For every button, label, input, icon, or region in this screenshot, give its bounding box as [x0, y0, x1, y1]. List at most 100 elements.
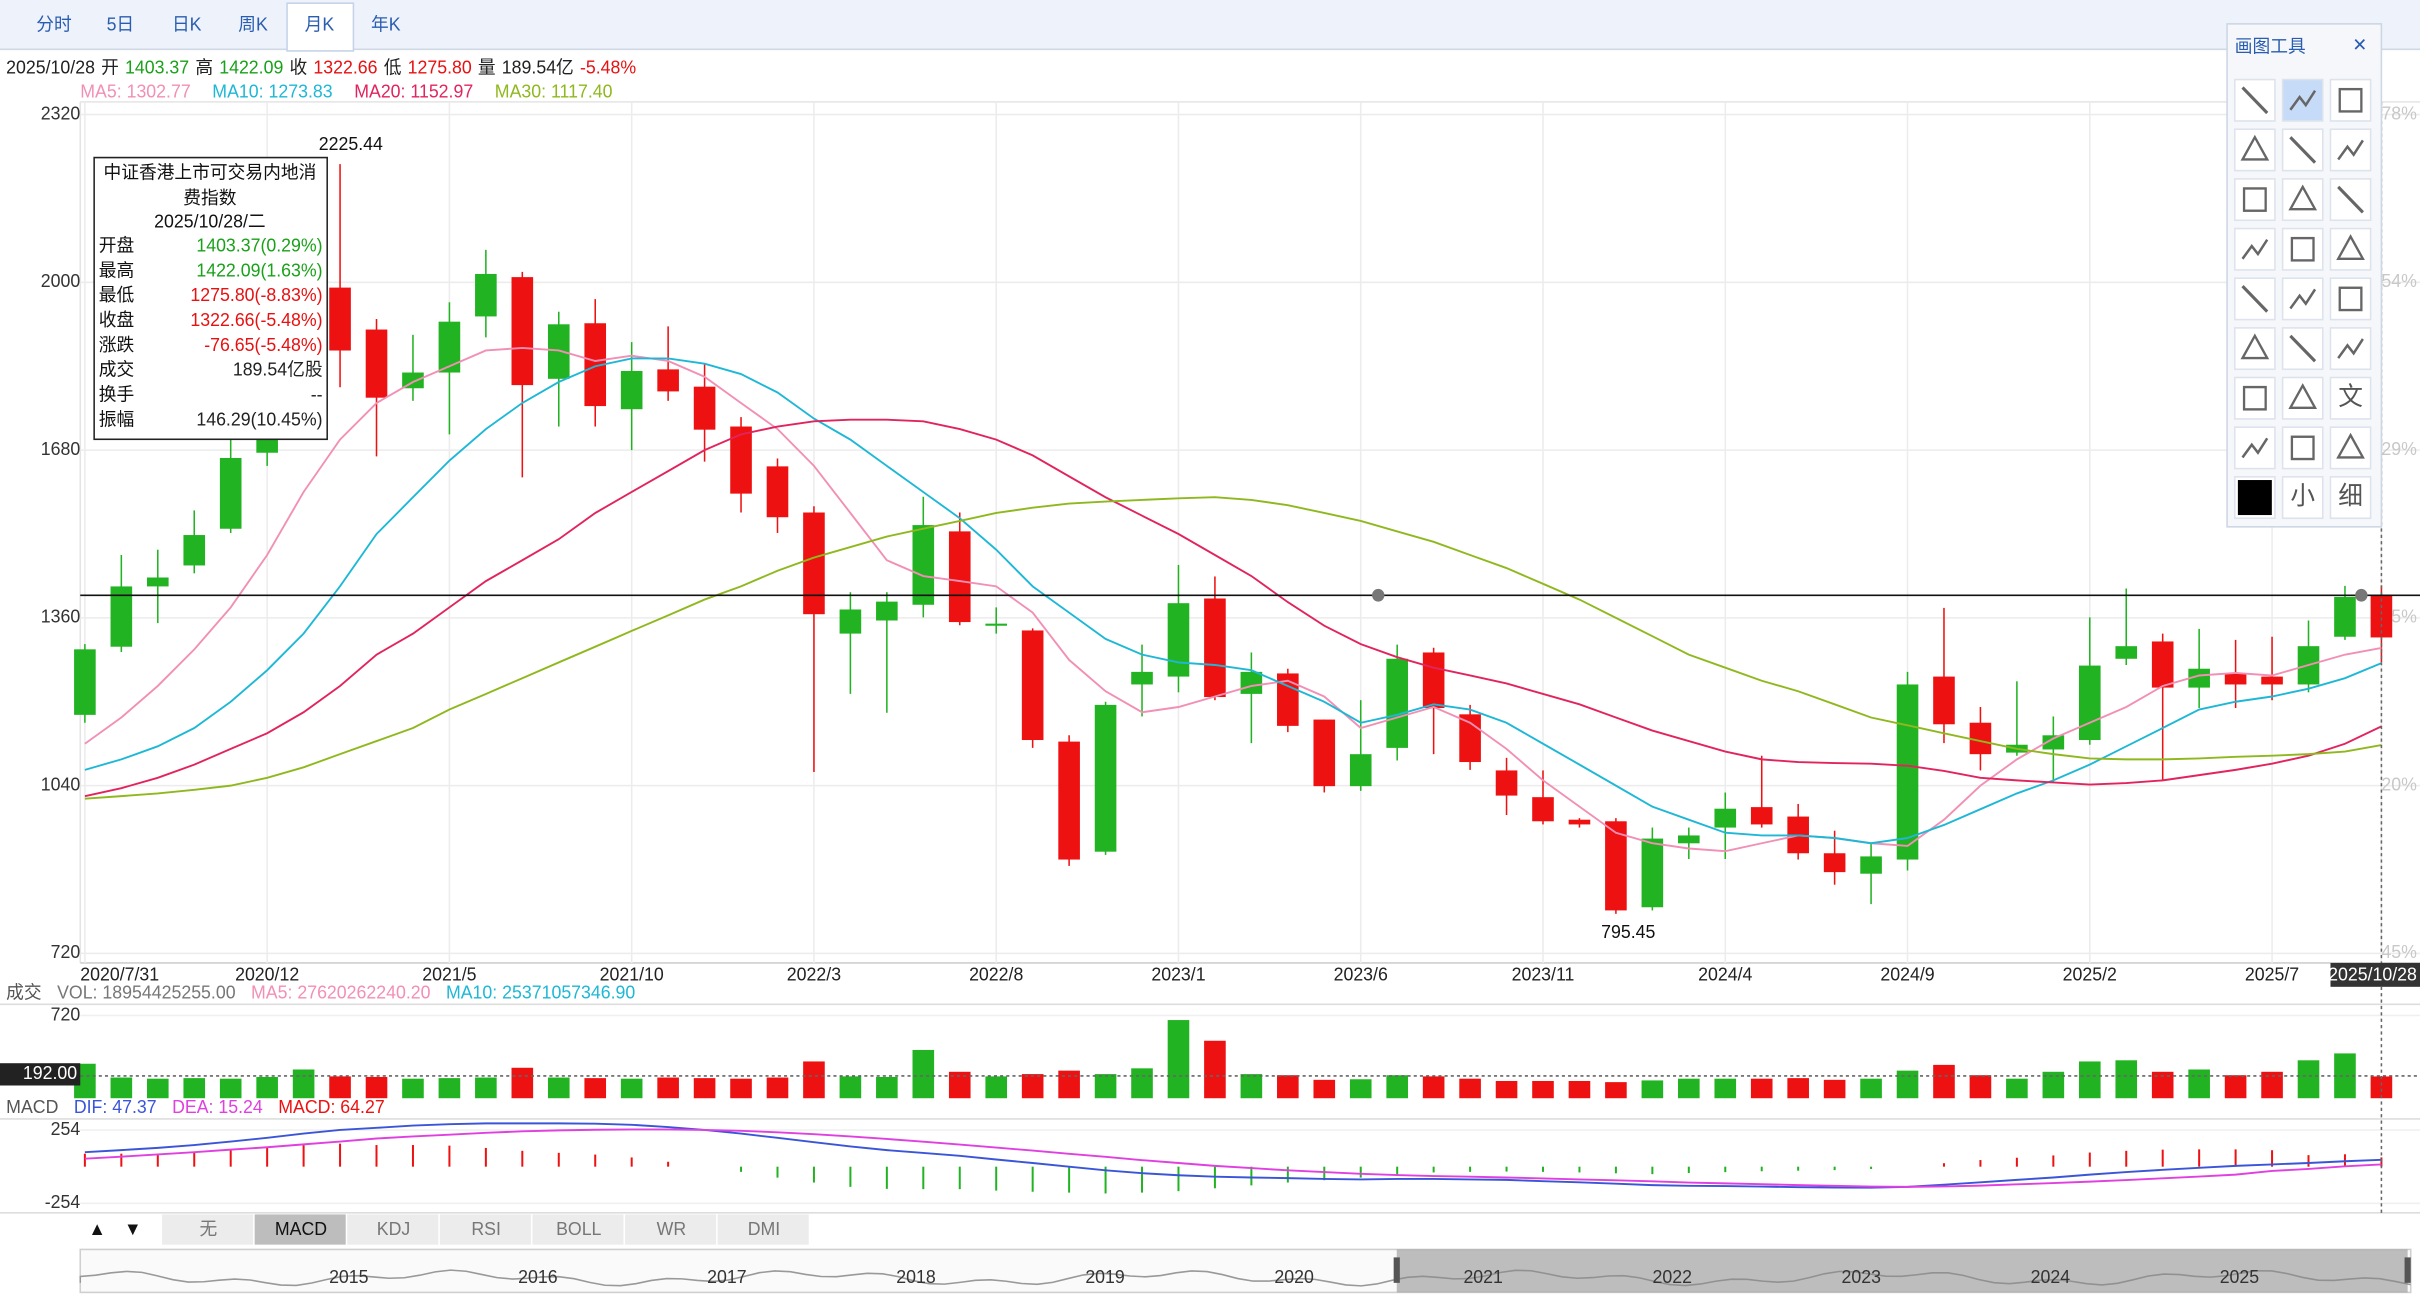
tab[interactable]: 月K — [305, 14, 335, 34]
y-tick-label: 254 — [51, 1119, 81, 1139]
legend-entry: MACD: 64.27 — [278, 1096, 384, 1116]
candle-body — [1823, 853, 1846, 873]
tool-button[interactable] — [2329, 227, 2372, 271]
candle-body — [1094, 704, 1117, 852]
tool-button[interactable] — [2281, 178, 2324, 222]
volume-bar — [1167, 1020, 1190, 1099]
nav-arrow[interactable]: ▲ — [88, 1219, 106, 1239]
volume-bar — [110, 1077, 133, 1099]
indicator-tab[interactable] — [717, 1214, 809, 1245]
volume-bar — [2151, 1071, 2174, 1099]
volume-bar — [584, 1078, 607, 1099]
tool-button[interactable] — [2234, 376, 2276, 420]
tool-icon — [2288, 383, 2318, 409]
tooltip-label: 成交 — [99, 359, 134, 379]
candle-body — [1641, 838, 1664, 908]
volume-bar — [1313, 1079, 1336, 1099]
volume-bar — [1459, 1078, 1481, 1099]
indicator-tab[interactable] — [532, 1214, 624, 1245]
nav-arrow[interactable]: ▼ — [124, 1219, 142, 1239]
volume-bar — [1240, 1074, 1263, 1099]
legend-entry: MA5: 27620262240.20 — [251, 982, 430, 1002]
line-handle[interactable] — [2355, 588, 2368, 602]
indicator-tab[interactable] — [625, 1214, 717, 1245]
volume-bar — [839, 1076, 862, 1099]
tool-button[interactable] — [2329, 277, 2372, 321]
header-item: 1403.37 — [125, 57, 189, 77]
tool-button[interactable] — [2281, 476, 2324, 520]
tool-button[interactable] — [2329, 128, 2372, 172]
volume-bar — [1495, 1080, 1518, 1099]
tool-text: 文 — [2338, 383, 2363, 411]
indicator-tab-label[interactable]: BOLL — [556, 1219, 601, 1239]
indicator-tab-label[interactable]: DMI — [748, 1219, 781, 1239]
macd-legend: MACD DIF: 47.37 DEA: 15.24 MACD: 64.27 — [6, 1096, 385, 1116]
active-tab — [286, 2, 355, 52]
volume-bar — [2115, 1060, 2138, 1099]
indicator-tab[interactable] — [162, 1214, 254, 1245]
volume-bar — [948, 1071, 971, 1099]
navigator-year: 2019 — [1085, 1267, 1124, 1287]
indicator-tab-label[interactable]: WR — [657, 1219, 687, 1239]
indicator-tab[interactable] — [347, 1214, 439, 1245]
tool-button[interactable] — [2329, 376, 2372, 420]
candle-body — [1058, 741, 1080, 860]
navigator-handle[interactable] — [2404, 1257, 2411, 1283]
candle-body — [839, 609, 862, 634]
drawing-panel-close[interactable]: ✕ — [2352, 35, 2367, 55]
right-axis-label: 45% — [2381, 942, 2417, 962]
volume-bar — [766, 1077, 789, 1099]
tool-icon — [2336, 432, 2365, 459]
x-tick-label: 2020/7/31 — [80, 964, 159, 984]
tab[interactable]: 5日 — [107, 14, 135, 34]
volume-bar — [1605, 1082, 1627, 1099]
volume-bar — [1349, 1079, 1372, 1099]
indicator-tab[interactable] — [439, 1214, 531, 1245]
tool-button[interactable] — [2234, 178, 2276, 222]
x-tick-label: 2020/12 — [235, 964, 299, 984]
indicator-tab-label[interactable]: MACD — [275, 1219, 327, 1239]
volume-bar — [1896, 1070, 1919, 1099]
candle-body — [1933, 676, 1955, 725]
indicator-tab-label[interactable]: 无 — [199, 1219, 217, 1239]
tool-button[interactable] — [2329, 78, 2372, 122]
candle-body — [1204, 598, 1226, 698]
tool-button[interactable] — [2234, 327, 2276, 371]
ma-line — [84, 346, 2382, 853]
tool-icon — [2290, 435, 2315, 461]
tab[interactable]: 分时 — [36, 14, 71, 34]
indicator-tab-label[interactable]: RSI — [471, 1219, 501, 1239]
tooltip-value: -- — [311, 384, 323, 404]
tooltip-label: 换手 — [99, 384, 134, 404]
navigator-handle[interactable] — [1393, 1257, 1400, 1283]
tab[interactable]: 日K — [172, 14, 202, 34]
crosshair-price-box — [0, 1063, 81, 1086]
tooltip-value: 146.29(10.45%) — [196, 409, 322, 429]
x-tick-label: 2025/10/28 — [2328, 964, 2417, 984]
volume-bar — [1750, 1078, 1773, 1099]
volume-bar — [876, 1076, 898, 1099]
tool-button[interactable] — [2329, 476, 2372, 520]
tab[interactable]: 年K — [371, 14, 401, 34]
line-handle[interactable] — [1372, 588, 1385, 602]
right-axis-label: 20% — [2381, 774, 2417, 794]
header-item: 1322.66 — [313, 57, 377, 77]
indicator-tab[interactable] — [254, 1214, 346, 1245]
tab[interactable]: 周K — [238, 14, 268, 34]
ohlc-header: 2025/10/28 开 1403.37 高 1422.09 收 1322.66 低 1275.… — [6, 57, 636, 77]
candle-body — [2334, 596, 2356, 637]
right-axis-label: 54% — [2381, 271, 2417, 291]
candle-body — [475, 273, 497, 317]
tooltip-label: 最高 — [99, 260, 134, 280]
indicator-tab-label[interactable]: KDJ — [377, 1219, 411, 1239]
navigator-selection[interactable] — [1396, 1249, 2408, 1293]
volume-legend: 成交 VOL: 18954425255.00 MA5: 27620262240.20… — [6, 982, 635, 1002]
tool-icon — [2337, 338, 2364, 359]
volume-bar — [2006, 1078, 2028, 1099]
x-tick-label: 2023/1 — [1151, 964, 1205, 984]
tool-button[interactable] — [2281, 426, 2324, 470]
y-tick-label: 2000 — [41, 271, 80, 291]
tool-button[interactable] — [2281, 227, 2324, 271]
volume-bar — [475, 1077, 497, 1099]
